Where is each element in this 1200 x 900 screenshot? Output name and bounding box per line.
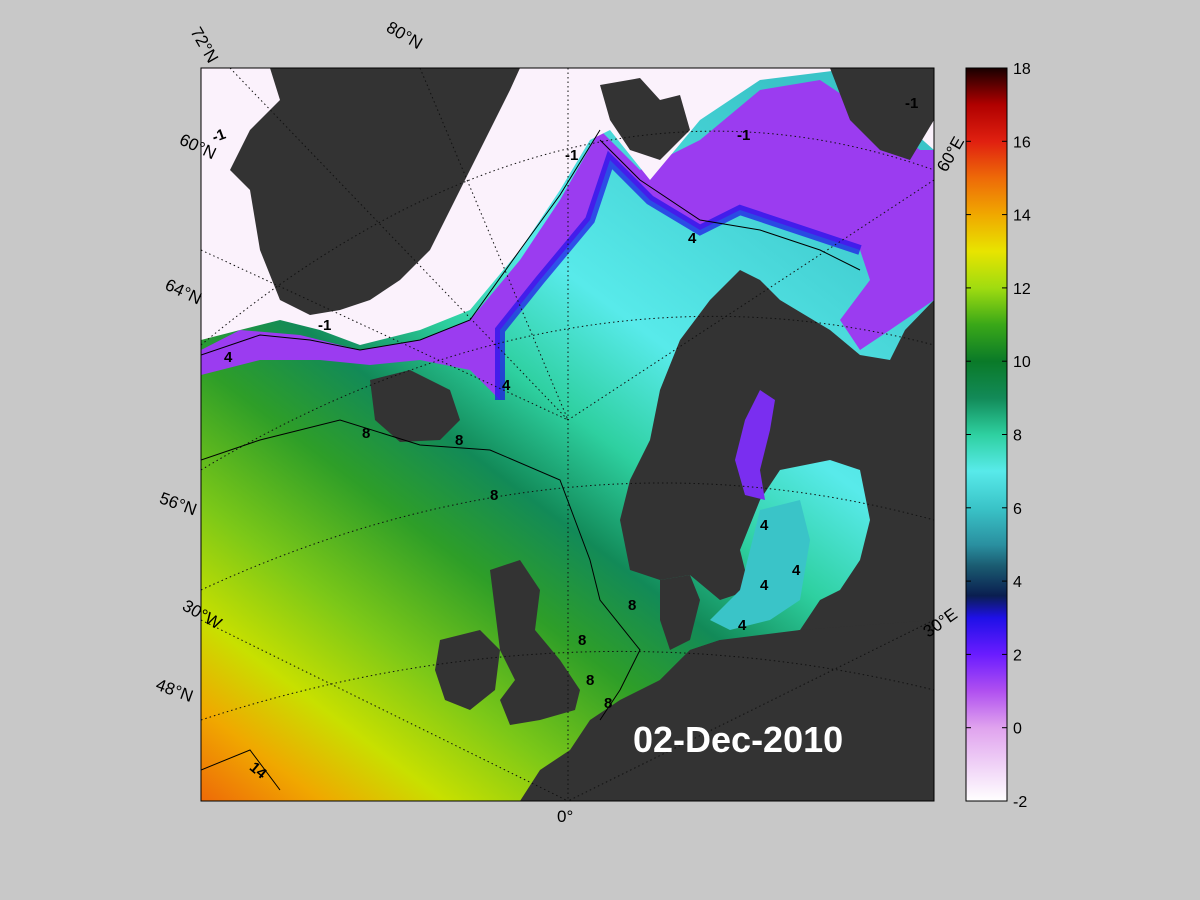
colorbar-tick-label: 2 xyxy=(1013,647,1022,664)
contour-label: 4 xyxy=(688,230,697,247)
lat-label: 48°N xyxy=(153,675,195,706)
lat-label: 80°N xyxy=(383,18,425,53)
map-area: -1 -1 -1 -1 -1 4 4 4 4 8 8 8 8 8 8 8 4 4… xyxy=(201,68,934,801)
map-frame xyxy=(200,67,935,802)
colorbar-tick-label: 0 xyxy=(1013,721,1022,738)
land-iceland xyxy=(370,370,460,442)
colorbar-tick-label: 12 xyxy=(1013,281,1031,298)
colorbar-scale xyxy=(965,67,1008,802)
colorbar-tick-label: 16 xyxy=(1013,134,1031,151)
contour-label: -1 xyxy=(905,95,918,112)
contour-label: 8 xyxy=(628,597,636,614)
colorbar-tick-label: 8 xyxy=(1013,428,1022,445)
contour-label: 4 xyxy=(760,577,769,594)
contour-label: -1 xyxy=(318,317,331,334)
colorbar-tick-label: 10 xyxy=(1013,354,1031,371)
lat-label: 64°N xyxy=(162,275,204,308)
contour-label: 4 xyxy=(792,562,801,579)
land-greenland xyxy=(230,68,520,315)
colorbar-tick-label: 4 xyxy=(1013,574,1022,591)
colorbar-tick-label: 6 xyxy=(1013,501,1022,518)
land-great-britain xyxy=(490,560,580,725)
colorbar: 18 16 14 12 10 8 6 4 2 0 -2 xyxy=(965,61,1031,811)
colorbar-tick-label: -2 xyxy=(1013,794,1027,811)
land-arctic-russia xyxy=(830,68,934,160)
gulf-of-bothnia xyxy=(735,390,775,500)
lon-label: 60°E xyxy=(933,133,968,175)
contour-label-group: -1 -1 -1 -1 -1 4 4 4 4 8 8 8 8 8 8 8 4 4… xyxy=(210,95,919,783)
contour-lines xyxy=(201,129,861,791)
contour-label: -1 xyxy=(565,147,578,164)
baltic-sea xyxy=(710,500,810,630)
contour-label: -1 xyxy=(737,127,750,144)
land-jutland xyxy=(660,575,700,650)
contour-label: 8 xyxy=(586,672,594,689)
contour-label: 8 xyxy=(362,425,370,442)
contour-label: 4 xyxy=(502,377,511,394)
land-europe xyxy=(520,620,934,801)
contour-label: -1 xyxy=(210,126,228,147)
colorbar-tick-label: 18 xyxy=(1013,61,1031,78)
contour-label: 8 xyxy=(455,432,463,449)
contour-label: 8 xyxy=(490,487,498,504)
graticule xyxy=(201,68,934,801)
lat-label: 72°N xyxy=(187,24,222,66)
contour-label: 4 xyxy=(760,517,769,534)
contour-label: 4 xyxy=(224,349,233,366)
colorbar-tick-label: 14 xyxy=(1013,208,1031,225)
contour-label: 4 xyxy=(738,617,747,634)
land-svalbard xyxy=(600,78,690,160)
land-ireland xyxy=(435,630,500,710)
date-label: 02-Dec-2010 xyxy=(633,719,843,760)
lon-label: 0° xyxy=(557,807,573,826)
contour-label: 8 xyxy=(578,632,586,649)
contour-label: 8 xyxy=(604,695,612,712)
lat-label: 56°N xyxy=(157,489,199,520)
colorbar-ticks: 18 16 14 12 10 8 6 4 2 0 -2 xyxy=(966,61,1031,811)
